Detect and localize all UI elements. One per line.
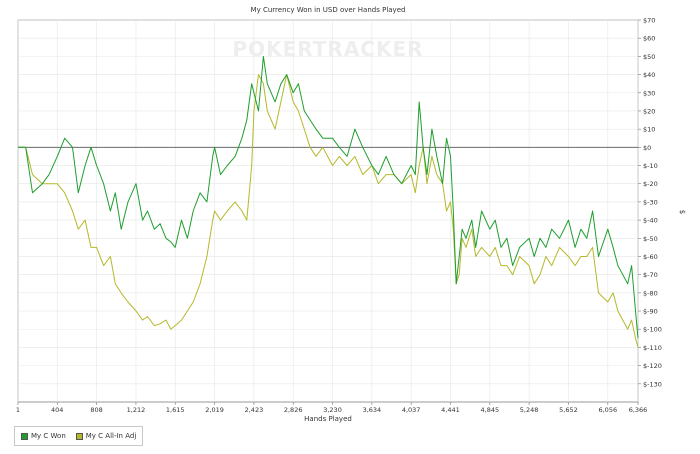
y-tick-label: $-100 <box>643 326 662 334</box>
x-tick-label: 4,441 <box>441 406 460 414</box>
legend-label-allin: My C All-In Adj <box>85 432 137 440</box>
x-tick-label: 3,230 <box>323 406 342 414</box>
x-axis-label: Hands Played <box>304 415 352 423</box>
plot-area <box>17 19 639 403</box>
x-tick-label: 2,019 <box>205 406 224 414</box>
x-tick-label: 2,423 <box>245 406 264 414</box>
y-axis-label: $ <box>678 210 686 214</box>
y-tick-label: $-120 <box>643 362 662 370</box>
watermark-text: POKERTRACKER <box>232 37 423 61</box>
legend-swatch-allin <box>75 432 83 440</box>
x-tick-label: 4,845 <box>481 406 500 414</box>
x-tick-label: 3,634 <box>363 406 382 414</box>
y-tick-label: $20 <box>643 107 655 115</box>
y-tick-label: $-30 <box>643 198 658 206</box>
legend: My C Won My C All-In Adj <box>14 426 144 446</box>
y-tick-label: $-90 <box>643 308 658 316</box>
x-axis-ticks: 1 404 808 1,212 1,615 2,019 2,423 2,826 3,230 3,6… <box>16 402 647 414</box>
x-tick-label: 808 <box>90 406 102 414</box>
y-tick-label: $-70 <box>643 271 658 279</box>
y-tick-label: $-10 <box>643 162 658 170</box>
legend-swatch-won <box>21 432 28 440</box>
x-tick-label: 404 <box>51 406 63 414</box>
y-tick-label: $-130 <box>643 380 662 388</box>
legend-item-allin: My C All-In Adj <box>75 432 137 440</box>
y-tick-label: $-40 <box>643 217 658 225</box>
y-tick-label: $40 <box>643 71 655 79</box>
x-tick-label: 6,056 <box>598 406 617 414</box>
y-tick-label: $10 <box>643 126 655 134</box>
series-line-1 <box>18 74 639 348</box>
y-tick-label: $-80 <box>643 289 658 297</box>
series-group <box>18 55 639 348</box>
chart-title: My Currency Won in USD over Hands Played <box>251 6 406 14</box>
y-axis-ticks: $70 $60 $50 $40 $30 $20 $10 $0 $-10 $-20 $-30 $-40 $… <box>638 17 662 388</box>
x-tick-label: 1 <box>16 406 20 414</box>
x-tick-label: 6,366 <box>629 406 648 414</box>
x-tick-label: 2,826 <box>284 406 303 414</box>
x-tick-label: 1,615 <box>166 406 185 414</box>
y-tick-label: $30 <box>643 89 655 97</box>
x-tick-label: 1,212 <box>127 406 146 414</box>
y-tick-label: $-110 <box>643 344 662 352</box>
legend-label-won: My C Won <box>31 432 66 440</box>
y-tick-label: $50 <box>643 53 655 61</box>
grid-lines <box>17 19 639 402</box>
x-tick-label: 5,248 <box>520 406 539 414</box>
y-tick-label: $-60 <box>643 253 658 261</box>
legend-item-won: My C Won <box>21 432 66 440</box>
series-line-0 <box>18 55 639 339</box>
y-tick-label: $60 <box>643 35 655 43</box>
y-tick-label: $-20 <box>643 180 658 188</box>
y-tick-label: $-50 <box>643 235 658 243</box>
y-tick-label: $70 <box>643 17 655 25</box>
x-tick-label: 4,037 <box>402 406 421 414</box>
y-tick-label: $0 <box>643 144 651 152</box>
x-tick-label: 5,652 <box>559 406 578 414</box>
